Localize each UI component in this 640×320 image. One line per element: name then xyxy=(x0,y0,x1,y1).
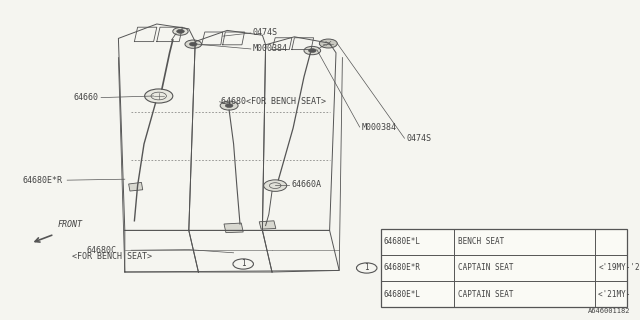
Text: 64680C: 64680C xyxy=(86,246,116,255)
Text: 64660A: 64660A xyxy=(291,180,321,189)
Text: 0474S: 0474S xyxy=(253,28,278,37)
Text: 64660: 64660 xyxy=(74,93,99,102)
Circle shape xyxy=(189,42,197,46)
Circle shape xyxy=(319,39,337,48)
Circle shape xyxy=(185,40,202,48)
Text: CAPTAIN SEAT: CAPTAIN SEAT xyxy=(458,290,513,299)
Circle shape xyxy=(308,49,316,52)
Text: 0474S: 0474S xyxy=(406,134,431,143)
Text: A646001182: A646001182 xyxy=(588,308,630,314)
Polygon shape xyxy=(129,182,143,191)
Text: CAPTAIN SEAT: CAPTAIN SEAT xyxy=(458,263,513,273)
Text: 64680<FOR BENCH SEAT>: 64680<FOR BENCH SEAT> xyxy=(221,97,326,106)
Polygon shape xyxy=(259,221,276,229)
Circle shape xyxy=(173,28,188,35)
Circle shape xyxy=(220,101,238,110)
Polygon shape xyxy=(224,223,243,233)
Text: <'19MY-'20MY>: <'19MY-'20MY> xyxy=(598,263,640,273)
Circle shape xyxy=(225,104,233,108)
Circle shape xyxy=(304,46,321,55)
Text: 1: 1 xyxy=(364,263,369,273)
Bar xyxy=(381,229,627,307)
Text: BENCH SEAT: BENCH SEAT xyxy=(458,237,504,246)
Text: <'21MY-         >: <'21MY- > xyxy=(598,290,640,299)
Text: <FOR BENCH SEAT>: <FOR BENCH SEAT> xyxy=(72,252,152,261)
Text: 64680E*R: 64680E*R xyxy=(384,263,421,273)
Circle shape xyxy=(177,29,184,33)
Circle shape xyxy=(264,180,287,191)
Text: FRONT: FRONT xyxy=(58,220,83,229)
Text: M000384: M000384 xyxy=(362,123,397,132)
Text: 64680E*L: 64680E*L xyxy=(384,237,421,246)
Text: 64680E*L: 64680E*L xyxy=(384,290,421,299)
Circle shape xyxy=(145,89,173,103)
Text: 1: 1 xyxy=(241,260,246,268)
Text: M000384: M000384 xyxy=(253,44,288,53)
Text: 64680E*R: 64680E*R xyxy=(22,176,63,185)
